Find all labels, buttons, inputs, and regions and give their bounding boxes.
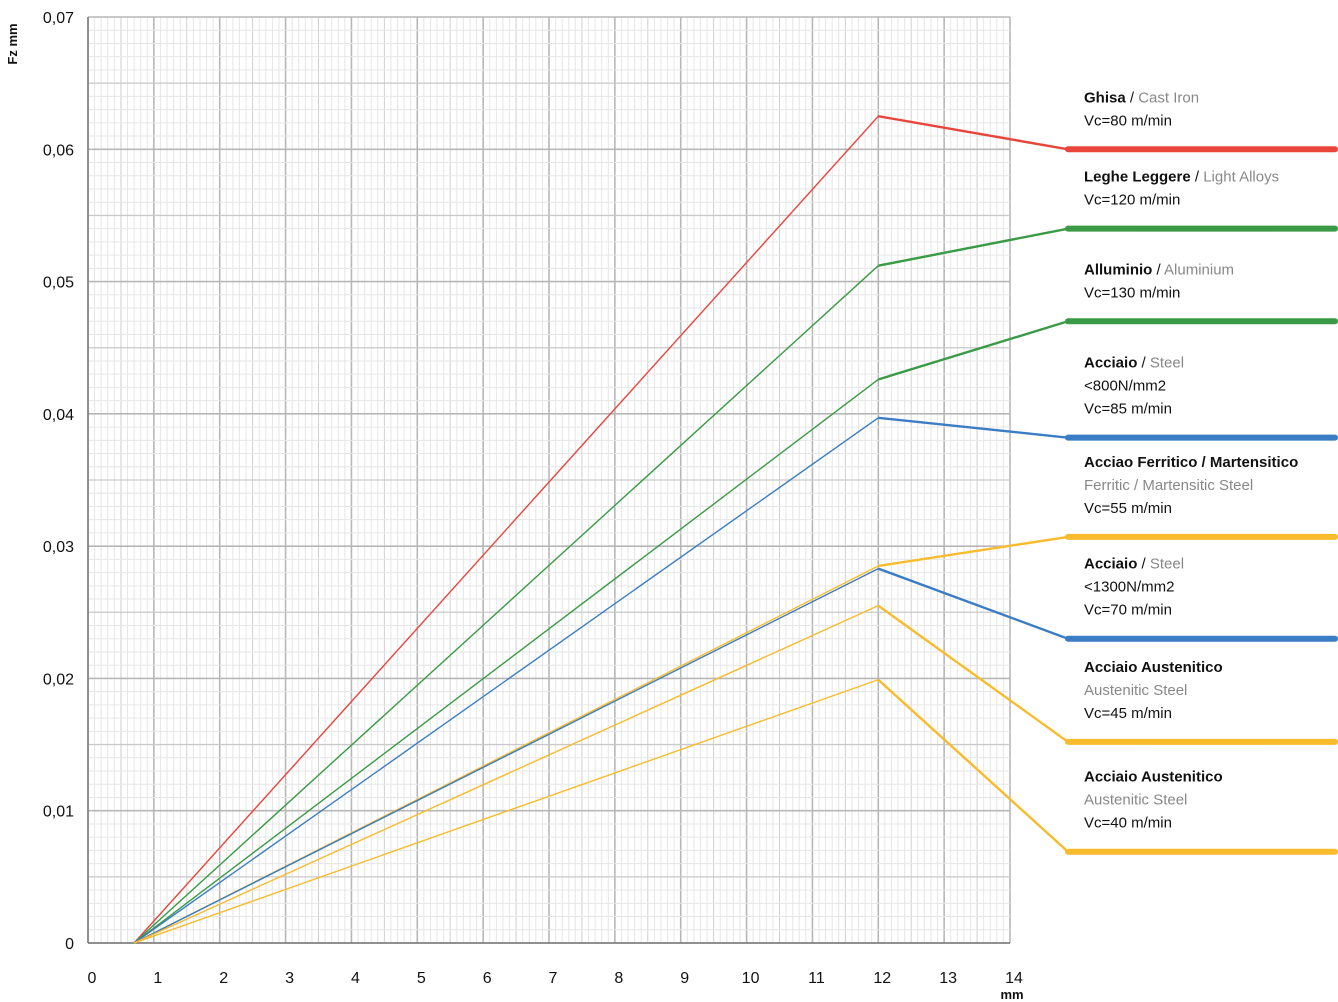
legend-detail: Vc=80 m/min xyxy=(1084,112,1172,129)
legend: Ghisa / Cast Iron Vc=80 m/min Leghe Legger… xyxy=(1065,89,1338,855)
x-tick-label: 2 xyxy=(219,970,228,987)
legend-translation: Austenitic Steel xyxy=(1084,792,1187,809)
x-tick-label: 9 xyxy=(680,970,689,987)
series-connector xyxy=(877,567,1069,640)
legend-label: Vc=70 m/min xyxy=(1084,602,1172,619)
legend-label: Vc=120 m/min xyxy=(1084,192,1180,209)
legend-translation: Steel xyxy=(1150,556,1184,573)
legend-separator: / xyxy=(1191,169,1204,186)
y-tick-label: 0,02 xyxy=(43,671,74,688)
axes: 0 1 2 3 4 5 6 7 8 9 10 11 12 13 1400,010,020,030,040,0… xyxy=(5,10,1024,1002)
legend-detail: Vc=70 m/min xyxy=(1084,602,1172,619)
x-tick-label: 1 xyxy=(153,970,162,987)
legend-label: Vc=85 m/min xyxy=(1084,401,1172,418)
x-tick-label: 3 xyxy=(285,970,294,987)
x-tick-label: 11 xyxy=(808,970,825,987)
series-connector xyxy=(877,604,1069,743)
series-connector xyxy=(878,115,1069,151)
y-tick-label: 0,06 xyxy=(43,142,74,159)
series-connector xyxy=(877,678,1069,853)
legend-label: Acciaio / Steel xyxy=(1084,355,1184,372)
x-tick-label: 14 xyxy=(1005,970,1023,987)
legend-name: Acciaio xyxy=(1084,556,1137,573)
x-axis-title: mm xyxy=(1000,987,1023,1002)
series-line xyxy=(133,568,879,944)
legend-detail: Vc=120 m/min xyxy=(1084,192,1180,209)
legend-translation: Steel xyxy=(1150,355,1184,372)
legend-label: Alluminio / Aluminium xyxy=(1084,261,1234,278)
y-tick-label: 0,05 xyxy=(43,275,74,292)
series-line xyxy=(133,115,879,944)
legend-label: Ghisa / Cast Iron xyxy=(1084,89,1199,106)
legend-label: Acciao Ferritico / Martensitico xyxy=(1084,454,1298,471)
legend-separator: / xyxy=(1126,89,1139,106)
series-line xyxy=(133,679,879,944)
x-tick-label: 5 xyxy=(417,970,426,987)
legend-translation: Light Alloys xyxy=(1203,169,1279,186)
legend-separator: / xyxy=(1137,355,1150,372)
series-line xyxy=(133,605,879,944)
legend-name: Alluminio xyxy=(1084,261,1152,278)
y-axis-title: Fz mm xyxy=(5,23,20,64)
legend-name: Acciaio Austenitico xyxy=(1084,659,1223,676)
legend-label: Acciaio / Steel xyxy=(1084,556,1184,573)
series-connector xyxy=(878,535,1069,568)
series-connector xyxy=(877,320,1069,381)
legend-translation: Austenitic Steel xyxy=(1084,682,1187,699)
legend-label: Ferritic / Martensitic Steel xyxy=(1084,477,1253,494)
x-tick-label: 4 xyxy=(351,970,360,987)
series-lines xyxy=(133,115,1069,944)
legend-label: Austenitic Steel xyxy=(1084,682,1187,699)
legend-label: Vc=80 m/min xyxy=(1084,112,1172,129)
x-tick-label: 10 xyxy=(742,970,760,987)
legend-label: <800N/mm2 xyxy=(1084,378,1166,395)
x-tick-label: 12 xyxy=(873,970,891,987)
legend-detail: Vc=40 m/min xyxy=(1084,815,1172,832)
legend-name: Acciao Ferritico / Martensitico xyxy=(1084,454,1298,471)
legend-label: <1300N/mm2 xyxy=(1084,579,1174,596)
legend-detail: Vc=45 m/min xyxy=(1084,705,1172,722)
legend-translation: Ferritic / Martensitic Steel xyxy=(1084,477,1253,494)
legend-name: Acciaio xyxy=(1084,355,1137,372)
series-line xyxy=(133,265,879,944)
legend-label: Vc=130 m/min xyxy=(1084,284,1180,301)
legend-translation: Cast Iron xyxy=(1138,89,1199,106)
legend-detail: <1300N/mm2 xyxy=(1084,579,1174,596)
legend-translation: Aluminium xyxy=(1164,261,1234,278)
y-tick-label: 0,04 xyxy=(43,407,74,424)
legend-detail: Vc=85 m/min xyxy=(1084,401,1172,418)
legend-separator: / xyxy=(1137,556,1150,573)
y-tick-label: 0,03 xyxy=(43,539,74,556)
legend-detail: <800N/mm2 xyxy=(1084,378,1166,395)
legend-label: Vc=40 m/min xyxy=(1084,815,1172,832)
x-tick-label: 6 xyxy=(483,970,492,987)
legend-label: Acciaio Austenitico xyxy=(1084,659,1223,676)
legend-name: Ghisa xyxy=(1084,89,1126,106)
legend-separator: / xyxy=(1152,261,1164,278)
series-connector xyxy=(878,416,1069,439)
legend-name: Acciaio Austenitico xyxy=(1084,769,1223,786)
grid xyxy=(87,16,1011,944)
legend-label: Acciaio Austenitico xyxy=(1084,769,1223,786)
legend-name: Leghe Leggere xyxy=(1084,169,1191,186)
legend-label: Vc=45 m/min xyxy=(1084,705,1172,722)
y-tick-label: 0 xyxy=(65,936,74,953)
series-line xyxy=(133,417,879,944)
legend-detail: Vc=130 m/min xyxy=(1084,284,1180,301)
legend-label: Austenitic Steel xyxy=(1084,792,1187,809)
x-tick-label: 7 xyxy=(549,970,558,987)
legend-label: Vc=55 m/min xyxy=(1084,500,1172,517)
series-connector xyxy=(878,227,1069,267)
x-tick-label: 0 xyxy=(88,970,97,987)
y-tick-label: 0,07 xyxy=(43,10,74,27)
y-tick-label: 0,01 xyxy=(43,804,74,821)
series-line xyxy=(133,378,879,944)
x-tick-label: 8 xyxy=(614,970,623,987)
legend-label: Leghe Leggere / Light Alloys xyxy=(1084,169,1279,186)
legend-detail: Vc=55 m/min xyxy=(1084,500,1172,517)
x-tick-label: 13 xyxy=(939,970,957,987)
